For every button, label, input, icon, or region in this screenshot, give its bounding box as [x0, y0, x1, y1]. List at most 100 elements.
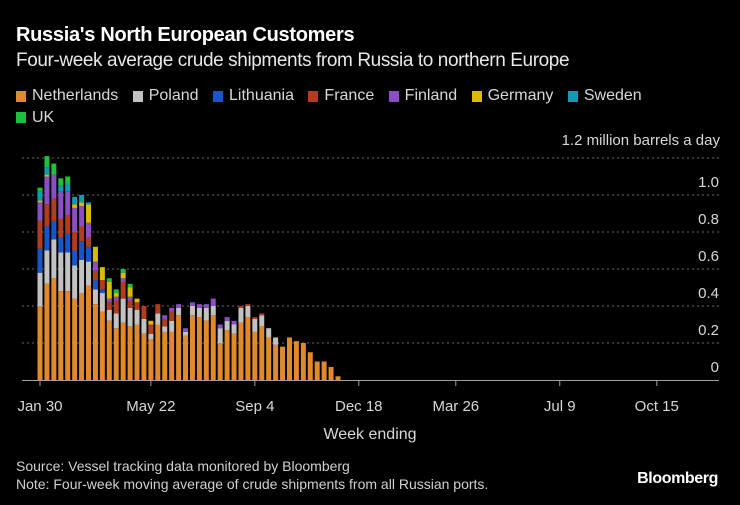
- bar-segment-sweden: [86, 202, 92, 205]
- y-tick-label: 0.6: [698, 248, 719, 265]
- bar-segment-netherlands: [307, 352, 313, 380]
- bar-segment-netherlands: [44, 283, 50, 380]
- bar-segment-netherlands: [231, 333, 237, 380]
- bar-segment-finland: [176, 304, 182, 308]
- bar-segment-netherlands: [134, 324, 140, 380]
- bar-segment-france: [44, 204, 50, 227]
- source-note: Source: Vessel tracking data monitored b…: [16, 458, 350, 474]
- bar-segment-germany: [106, 281, 112, 299]
- legend-swatch: [16, 90, 26, 102]
- legend-label: Lithuania: [229, 87, 294, 104]
- bar-segment-poland: [266, 328, 272, 338]
- x-tick-label: Jul 9: [544, 398, 576, 415]
- bar-segment-france: [99, 280, 105, 290]
- bar-segment-finland: [196, 304, 202, 308]
- bar-segment-poland: [273, 337, 279, 345]
- legend-swatch: [16, 112, 26, 123]
- bar-segment-finland: [51, 174, 57, 199]
- bar-segment-netherlands: [293, 341, 299, 380]
- bar-segment-germany: [127, 287, 133, 297]
- bar-segment-finland: [217, 324, 223, 329]
- bar-segment-france: [72, 232, 78, 251]
- legend-swatch: [567, 90, 578, 102]
- legend-item-poland: Poland: [132, 86, 199, 106]
- x-tick-label: Oct 15: [635, 398, 679, 415]
- bar-segment-uk: [51, 163, 57, 175]
- methodology-note: Note: Four-week moving average of crude …: [16, 476, 489, 492]
- bar-segment-poland: [203, 307, 209, 321]
- bar-segment-netherlands: [65, 291, 71, 380]
- bar-segment-poland: [210, 306, 216, 316]
- bar-segment-netherlands: [224, 330, 230, 380]
- bar-segment-netherlands: [217, 343, 223, 380]
- legend-item-uk: UK: [16, 108, 54, 128]
- bar-segment-germany: [99, 267, 105, 281]
- x-tick-label: May 22: [126, 398, 175, 415]
- bar-segment-france: [86, 237, 92, 247]
- bar-segment-poland: [127, 307, 133, 327]
- y-axis-unit-label: 1.2 million barrels a day: [561, 132, 720, 149]
- bar-segment-uk: [113, 289, 119, 294]
- legend-swatch: [213, 90, 224, 102]
- bar-segment-lithuania: [72, 250, 78, 266]
- legend-swatch: [388, 90, 399, 102]
- legend-swatch: [471, 90, 482, 102]
- bar-segment-poland: [162, 326, 168, 332]
- bar-segment-france: [113, 300, 119, 314]
- bar-segment-uk: [44, 156, 50, 168]
- bar-segment-lithuania: [65, 233, 71, 253]
- chart-title: Russia's North European Customers: [16, 24, 355, 46]
- bar-segment-poland: [79, 259, 85, 294]
- bar-segment-finland: [113, 296, 119, 301]
- bar-segment-poland: [176, 307, 182, 316]
- bar-segment-france: [65, 215, 71, 234]
- bar-segment-finland: [44, 176, 50, 205]
- bar-segment-france: [51, 198, 57, 221]
- bar-segment-netherlands: [189, 315, 195, 380]
- legend-label: Netherlands: [32, 87, 119, 104]
- bar-segment-finland: [92, 261, 98, 271]
- bar-segment-poland: [134, 309, 140, 325]
- bar-segment-france: [37, 220, 43, 249]
- bar-segment-germany: [37, 200, 43, 203]
- y-tick-label: 1.0: [698, 174, 719, 191]
- x-tick-label: Sep 4: [235, 398, 274, 415]
- bar-segment-poland: [120, 298, 126, 323]
- bar-segment-poland: [99, 293, 105, 312]
- bar-segment-netherlands: [113, 328, 119, 380]
- bar-segment-netherlands: [148, 339, 154, 380]
- bar-segment-netherlands: [176, 315, 182, 380]
- bar-segment-netherlands: [335, 376, 341, 380]
- bar-segment-poland: [58, 252, 64, 292]
- bar-segment-germany: [120, 272, 126, 279]
- footer: Source: Vessel tracking data monitored b…: [16, 457, 488, 493]
- bar-segment-lithuania: [79, 241, 85, 260]
- bar-segment-poland: [141, 318, 147, 334]
- bar-segment-finland: [58, 191, 64, 220]
- bar-segment-france: [155, 304, 161, 314]
- bar-segment-france: [238, 306, 244, 308]
- bar-segment-poland: [238, 307, 244, 323]
- bar-segment-netherlands: [72, 298, 78, 380]
- bar-segment-finland: [183, 328, 189, 332]
- bar-segment-netherlands: [169, 331, 175, 380]
- bar-segment-netherlands: [120, 322, 126, 380]
- bar-segment-netherlands: [106, 320, 112, 380]
- bar-segment-poland: [37, 272, 43, 306]
- bar-segment-france: [141, 306, 147, 319]
- bar-segment-poland: [44, 250, 50, 284]
- bar-segment-finland: [162, 315, 168, 319]
- bar-segment-lithuania: [37, 248, 43, 273]
- bar-segment-france: [58, 219, 64, 238]
- bar-segment-netherlands: [266, 337, 272, 380]
- bar-segment-lithuania: [44, 226, 50, 251]
- legend-label: Germany: [487, 87, 554, 104]
- y-tick-label: 0.2: [698, 322, 719, 339]
- bar-segment-netherlands: [155, 324, 161, 380]
- legend-item-germany: Germany: [471, 86, 554, 106]
- bar-segment-poland: [92, 289, 98, 305]
- bar-segment-finland: [231, 320, 237, 325]
- bar-segment-france: [252, 317, 258, 319]
- bar-segment-netherlands: [259, 326, 265, 380]
- bar-segment-netherlands: [51, 278, 57, 380]
